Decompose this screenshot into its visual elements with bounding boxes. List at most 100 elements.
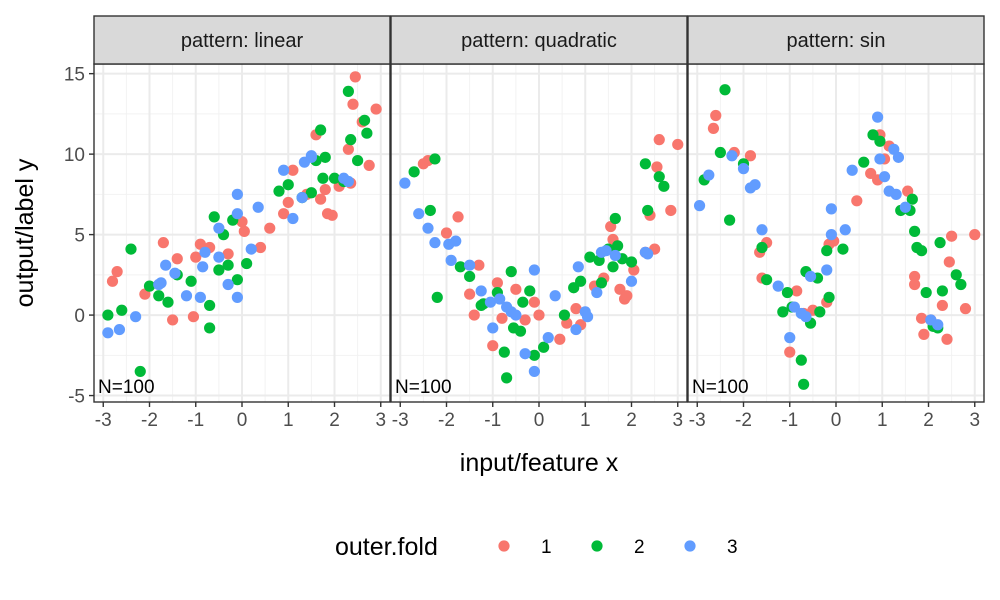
data-point-fold-1	[157, 237, 169, 249]
data-point-fold-2	[719, 84, 731, 96]
legend-label-fold-1: 1	[541, 537, 552, 558]
data-point-fold-1	[528, 296, 540, 308]
data-point-fold-2	[584, 251, 596, 263]
data-point-fold-3	[749, 179, 761, 191]
data-point-fold-1	[278, 208, 290, 220]
data-point-fold-2	[204, 299, 216, 312]
data-point-fold-1	[851, 195, 863, 207]
legend-key-fold-3	[684, 540, 696, 552]
data-point-fold-3	[445, 254, 457, 266]
data-point-fold-3	[494, 293, 506, 305]
data-point-fold-3	[878, 171, 891, 183]
data-point-fold-1	[519, 314, 531, 326]
data-point-fold-2	[408, 166, 420, 178]
data-point-fold-3	[609, 249, 621, 262]
data-point-fold-2	[116, 304, 128, 316]
data-point-fold-2	[538, 341, 550, 353]
data-point-fold-1	[440, 227, 453, 239]
y-tick-label: 0	[74, 306, 85, 327]
data-point-fold-1	[315, 193, 327, 205]
data-point-fold-1	[464, 288, 476, 300]
x-tick-label: -1	[484, 410, 501, 431]
sample-size-annotation: N=100	[692, 377, 749, 398]
data-point-fold-3	[231, 188, 243, 200]
data-point-fold-2	[273, 185, 285, 197]
data-point-fold-3	[287, 212, 299, 225]
data-point-fold-1	[264, 222, 276, 234]
x-tick-label: -1	[781, 410, 798, 431]
x-tick-label: -1	[187, 410, 204, 431]
data-point-fold-2	[517, 296, 529, 308]
data-point-fold-3	[519, 348, 531, 360]
data-point-fold-1	[222, 248, 234, 260]
data-point-fold-3	[130, 311, 142, 323]
data-point-fold-3	[800, 311, 812, 323]
data-point-fold-3	[726, 150, 738, 162]
data-point-fold-2	[777, 306, 789, 318]
data-point-fold-1	[238, 225, 250, 237]
facet-strip	[390, 15, 688, 65]
data-point-fold-3	[528, 264, 540, 276]
data-point-fold-3	[464, 259, 476, 271]
data-point-fold-3	[890, 188, 902, 200]
data-point-fold-3	[703, 169, 715, 181]
data-point-fold-3	[231, 208, 243, 220]
data-point-fold-3	[213, 251, 225, 263]
facet-panel-quadratic: pattern: quadratic N=100 -3 -2 -1 0 1 2 3	[390, 15, 688, 431]
data-point-fold-2	[514, 325, 527, 337]
data-point-fold-1	[936, 299, 948, 312]
data-point-fold-1	[915, 312, 928, 324]
data-point-fold-3	[825, 229, 837, 241]
data-point-fold-2	[501, 372, 513, 384]
data-point-fold-1	[744, 150, 757, 162]
data-point-fold-2	[213, 264, 225, 276]
data-point-fold-1	[946, 230, 958, 242]
data-point-fold-1	[452, 211, 464, 223]
data-point-fold-2	[607, 261, 619, 273]
data-point-fold-1	[342, 143, 354, 155]
data-point-fold-3	[528, 365, 540, 378]
data-point-fold-2	[814, 306, 826, 318]
data-point-fold-3	[510, 309, 522, 321]
data-point-fold-1	[554, 333, 566, 345]
data-point-fold-2	[724, 214, 736, 226]
data-point-fold-1	[943, 256, 955, 268]
data-point-fold-3	[194, 291, 206, 303]
data-point-fold-2	[906, 193, 918, 205]
data-point-fold-2	[241, 257, 253, 270]
data-point-fold-2	[658, 180, 670, 192]
data-point-fold-1	[791, 285, 803, 297]
data-point-fold-1	[468, 309, 480, 321]
data-point-fold-3	[169, 267, 181, 279]
data-point-fold-3	[278, 164, 290, 176]
data-point-fold-2	[915, 245, 928, 257]
data-point-fold-3	[305, 150, 317, 162]
x-tick-label: 2	[923, 410, 934, 431]
data-point-fold-3	[487, 322, 499, 334]
data-point-fold-1	[473, 259, 485, 271]
x-tick-label: 3	[375, 410, 386, 431]
data-point-fold-3	[160, 259, 172, 271]
data-point-fold-2	[231, 274, 243, 286]
data-point-fold-1	[282, 196, 294, 209]
x-tick-label: 1	[877, 410, 888, 431]
data-point-fold-2	[781, 286, 794, 299]
data-point-fold-2	[950, 269, 962, 281]
x-tick-label: -2	[141, 410, 158, 431]
data-point-fold-3	[484, 296, 497, 308]
data-point-fold-2	[625, 256, 638, 268]
legend-label-fold-3: 3	[727, 537, 738, 558]
data-point-fold-1	[370, 103, 382, 115]
data-point-fold-2	[575, 275, 587, 287]
data-point-fold-1	[487, 340, 499, 352]
data-point-fold-2	[208, 211, 220, 223]
data-point-fold-3	[542, 332, 554, 344]
facet-strip-label: pattern: linear	[181, 30, 304, 52]
data-point-fold-2	[143, 280, 156, 292]
data-point-fold-2	[595, 277, 608, 289]
data-point-fold-2	[345, 134, 357, 146]
data-point-fold-1	[570, 303, 582, 315]
y-tick-label: 15	[64, 65, 85, 86]
